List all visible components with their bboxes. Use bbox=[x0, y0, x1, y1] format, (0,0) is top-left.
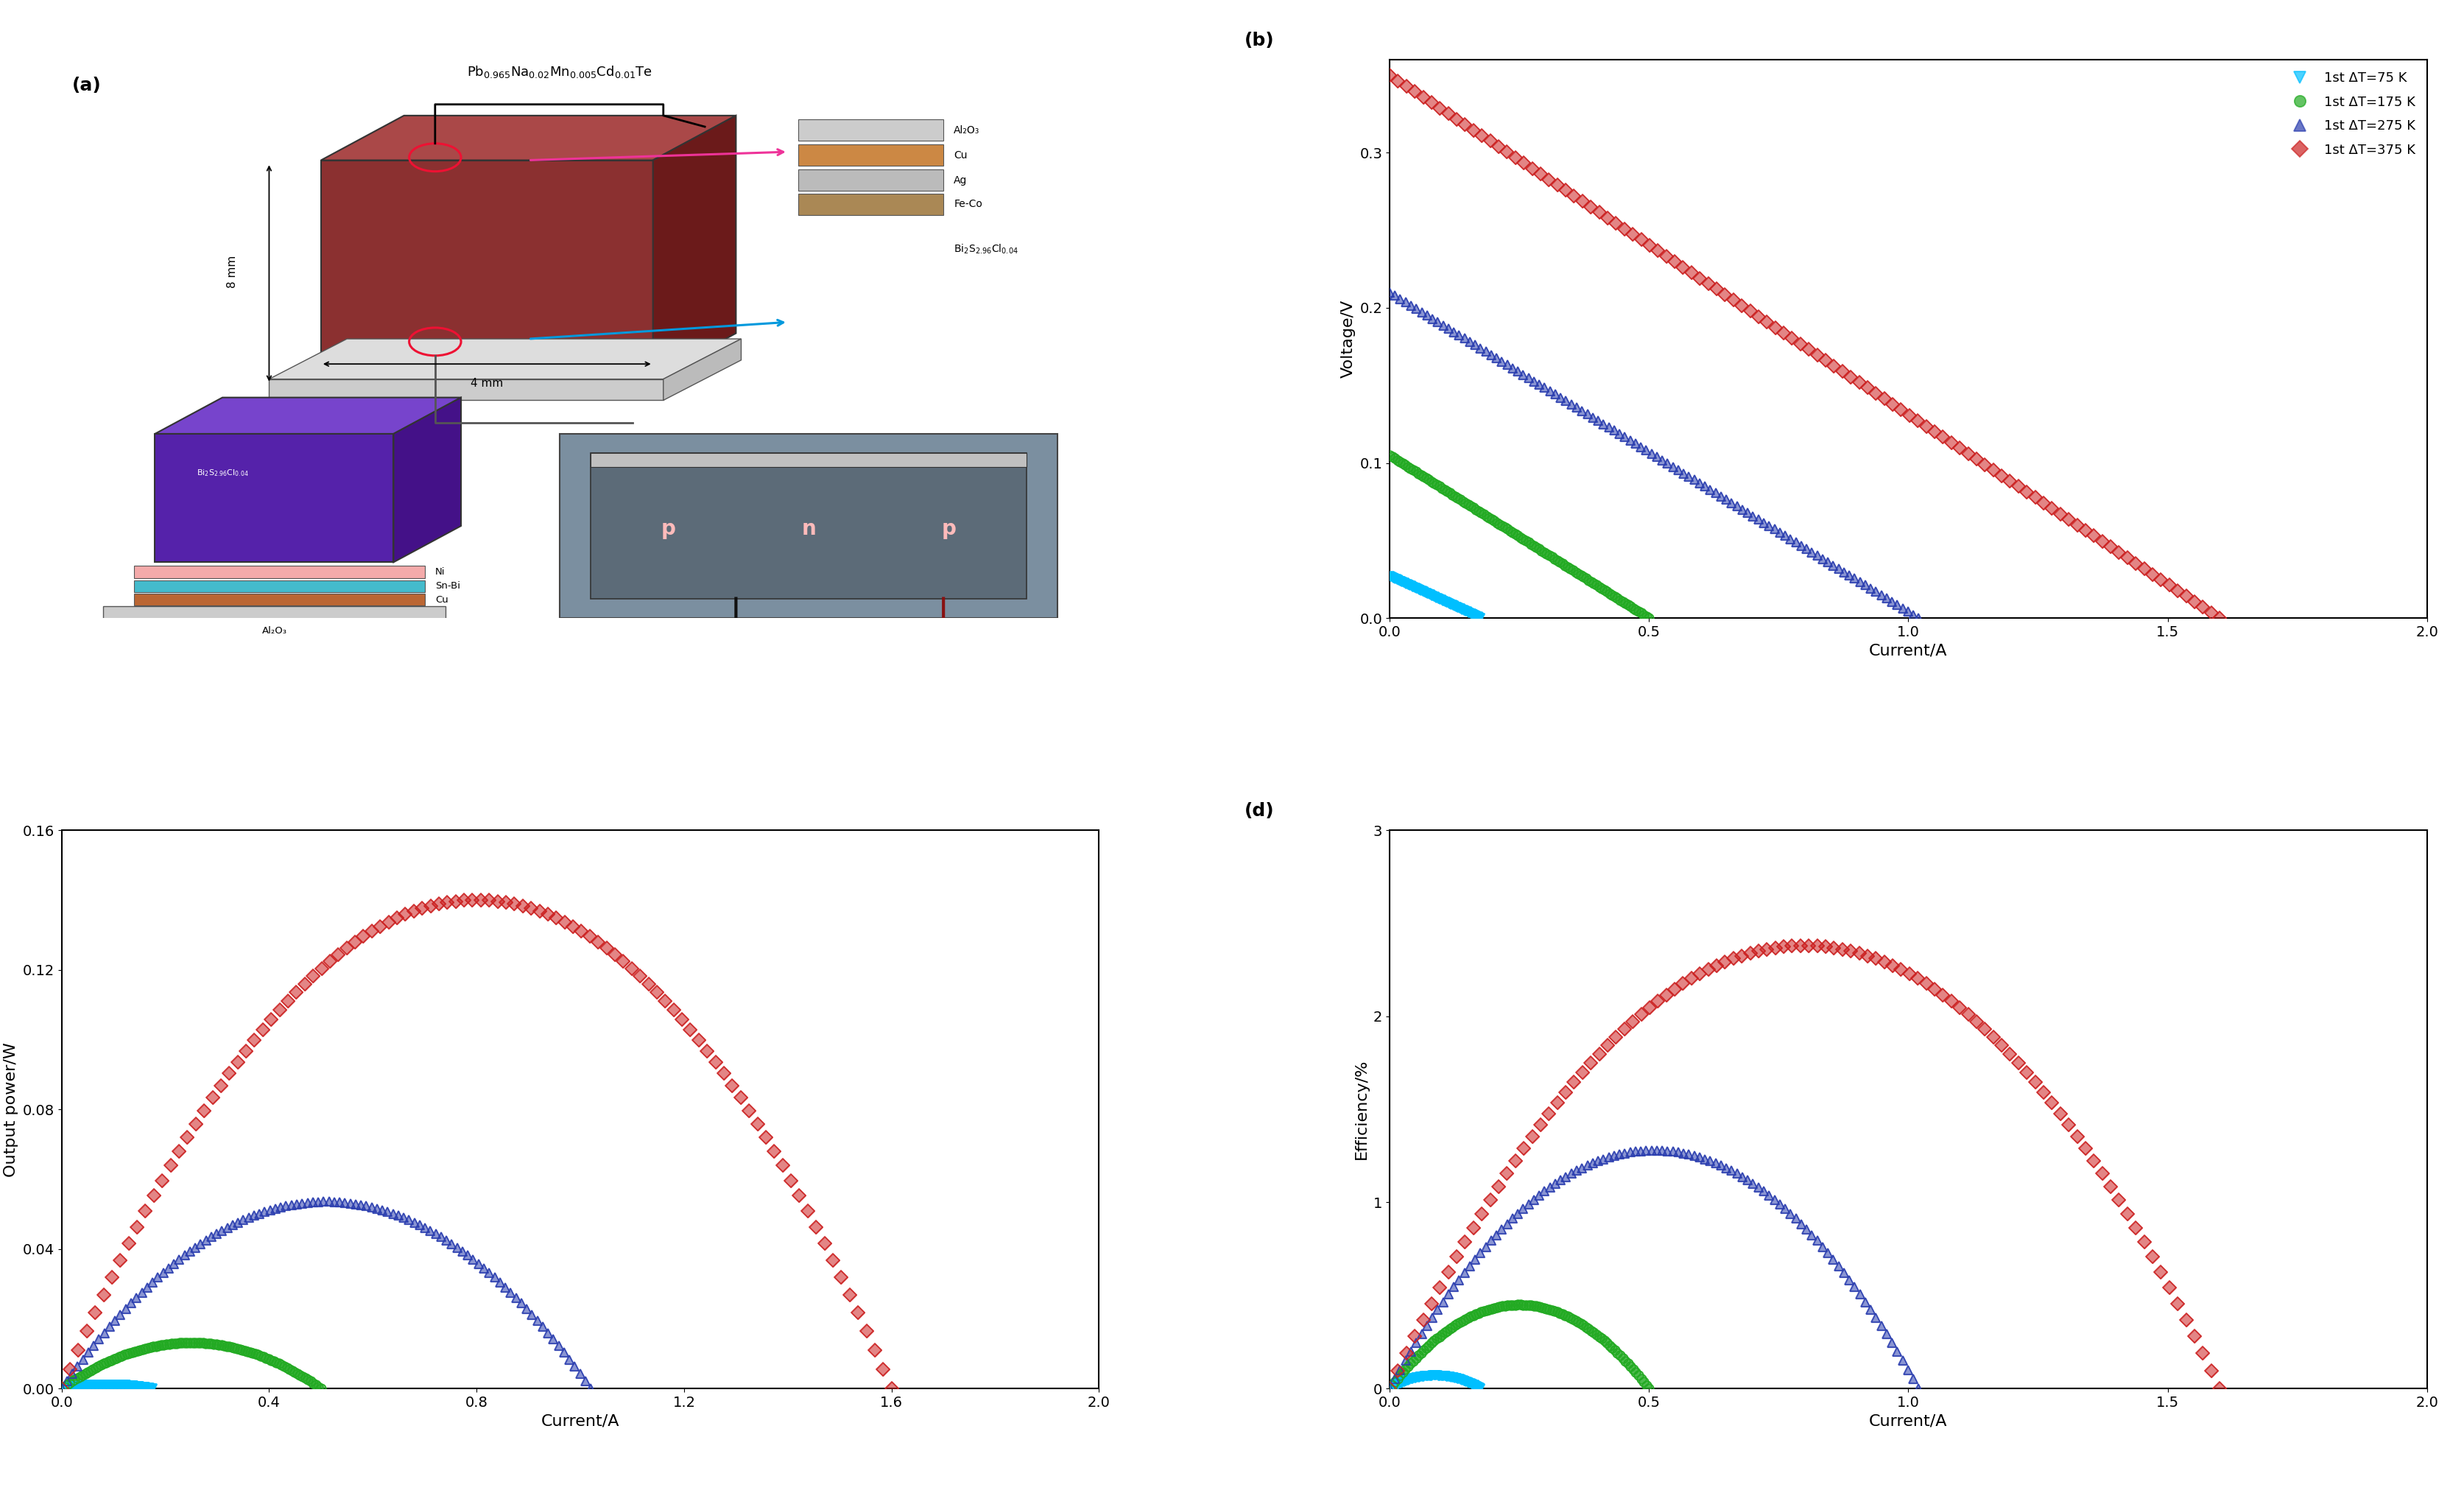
Text: (b): (b) bbox=[1244, 31, 1274, 49]
FancyBboxPatch shape bbox=[269, 379, 663, 400]
Text: Cu: Cu bbox=[954, 149, 968, 160]
Y-axis label: Voltage/V: Voltage/V bbox=[1340, 300, 1355, 378]
FancyBboxPatch shape bbox=[798, 119, 944, 140]
FancyBboxPatch shape bbox=[798, 170, 944, 191]
Text: Cu: Cu bbox=[436, 594, 448, 605]
Text: Pb$_{0.965}$Na$_{0.02}$Mn$_{0.005}$Cd$_{0.01}$Te: Pb$_{0.965}$Na$_{0.02}$Mn$_{0.005}$Cd$_{… bbox=[466, 64, 653, 79]
Text: Fe-Co: Fe-Co bbox=[954, 199, 983, 209]
Polygon shape bbox=[320, 115, 737, 160]
Text: Ag: Ag bbox=[954, 175, 968, 185]
Legend: 1st ΔT=75 K, 1st ΔT=175 K, 1st ΔT=275 K, 1st ΔT=375 K: 1st ΔT=75 K, 1st ΔT=175 K, 1st ΔT=275 K,… bbox=[2282, 66, 2420, 161]
Y-axis label: Output power/W: Output power/W bbox=[5, 1042, 20, 1176]
FancyBboxPatch shape bbox=[103, 606, 446, 621]
FancyBboxPatch shape bbox=[591, 454, 1027, 467]
Polygon shape bbox=[269, 339, 742, 379]
FancyBboxPatch shape bbox=[798, 194, 944, 215]
Text: n: n bbox=[801, 518, 816, 539]
X-axis label: Current/A: Current/A bbox=[1870, 643, 1947, 658]
FancyBboxPatch shape bbox=[155, 434, 394, 563]
Text: 4 mm: 4 mm bbox=[471, 378, 503, 390]
FancyBboxPatch shape bbox=[133, 566, 424, 578]
Y-axis label: Efficiency/%: Efficiency/% bbox=[1355, 1059, 1370, 1160]
Text: Al₂O₃: Al₂O₃ bbox=[261, 627, 286, 636]
Polygon shape bbox=[394, 397, 461, 563]
Text: (d): (d) bbox=[1244, 802, 1274, 820]
Text: p: p bbox=[660, 518, 675, 539]
Polygon shape bbox=[663, 339, 742, 400]
FancyBboxPatch shape bbox=[320, 160, 653, 378]
Text: 8 mm: 8 mm bbox=[227, 255, 239, 288]
Polygon shape bbox=[155, 397, 461, 434]
Text: Bi$_2$S$_{2.96}$Cl$_{0.04}$: Bi$_2$S$_{2.96}$Cl$_{0.04}$ bbox=[954, 243, 1018, 255]
Text: p: p bbox=[941, 518, 956, 539]
FancyBboxPatch shape bbox=[559, 434, 1057, 618]
FancyBboxPatch shape bbox=[591, 454, 1027, 599]
Text: Ni: Ni bbox=[436, 567, 446, 576]
Text: Al₂O₃: Al₂O₃ bbox=[954, 125, 981, 136]
FancyBboxPatch shape bbox=[133, 593, 424, 606]
X-axis label: Current/A: Current/A bbox=[1870, 1414, 1947, 1429]
X-axis label: Current/A: Current/A bbox=[542, 1414, 618, 1429]
Polygon shape bbox=[653, 115, 737, 378]
Text: Bi$_2$S$_{2.96}$Cl$_{0.04}$: Bi$_2$S$_{2.96}$Cl$_{0.04}$ bbox=[197, 467, 249, 478]
Text: Sn-Bi: Sn-Bi bbox=[436, 581, 461, 591]
FancyBboxPatch shape bbox=[133, 581, 424, 593]
Text: (a): (a) bbox=[71, 76, 101, 94]
FancyBboxPatch shape bbox=[798, 145, 944, 166]
